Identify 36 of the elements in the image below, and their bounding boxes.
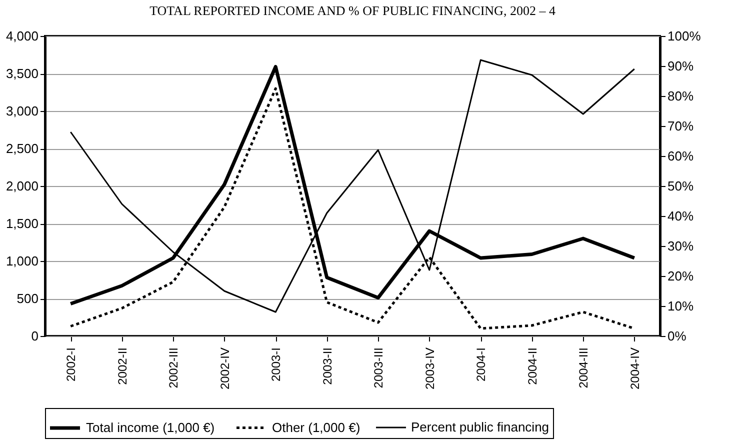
x-tick-label: 2004-IV: [628, 348, 642, 390]
x-tick-label: 2002-I: [64, 348, 78, 382]
y2-tick-label: 70%: [668, 118, 694, 134]
y-tick-label: 2,000: [6, 178, 38, 194]
y2-tick-label: 20%: [668, 268, 694, 284]
x-tick-label: 2004-III: [576, 348, 591, 388]
legend-label: Total income (1,000 €): [86, 420, 215, 435]
y2-tick-label: 60%: [668, 148, 694, 164]
y-tick-label: 2,500: [6, 141, 38, 156]
x-tick-label: 2004-I: [474, 348, 488, 382]
legend-label: Other (1,000 €): [272, 420, 360, 435]
y2-tick-label: 80%: [668, 88, 694, 104]
y-tick-label: 1,500: [6, 216, 38, 231]
y2-tick-label: 40%: [668, 208, 694, 224]
y-tick-label: 3,000: [6, 104, 38, 118]
y-tick-label: 0: [31, 328, 38, 344]
x-tick-label: 2003-IV: [422, 348, 437, 390]
chart-title: TOTAL REPORTED INCOME AND % OF PUBLIC FINANCING, 2002 – 4: [150, 3, 556, 18]
x-tick-label: 2002-IV: [218, 348, 232, 390]
y-tick-label: 1,000: [6, 254, 38, 268]
y2-tick-label: 50%: [668, 178, 694, 194]
x-tick-label: 2003-II: [320, 348, 334, 385]
x-tick-label: 2003-III: [372, 348, 386, 388]
y-tick-label: 3,500: [6, 66, 38, 81]
y2-tick-label: 10%: [668, 298, 694, 314]
x-tick-label: 2002-III: [166, 348, 181, 388]
y-tick-label: 4,000: [6, 28, 38, 44]
x-tick-label: 2003-I: [269, 348, 284, 382]
y2-tick-label: 100%: [668, 28, 702, 44]
x-tick-label: 2004-II: [525, 348, 540, 385]
y2-tick-label: 0%: [668, 328, 687, 344]
x-tick-label: 2002-II: [115, 348, 130, 385]
legend-label: Percent public financing: [411, 420, 550, 434]
y-tick-label: 500: [16, 291, 38, 306]
y2-tick-label: 30%: [668, 238, 694, 254]
y2-tick-label: 90%: [668, 58, 694, 74]
